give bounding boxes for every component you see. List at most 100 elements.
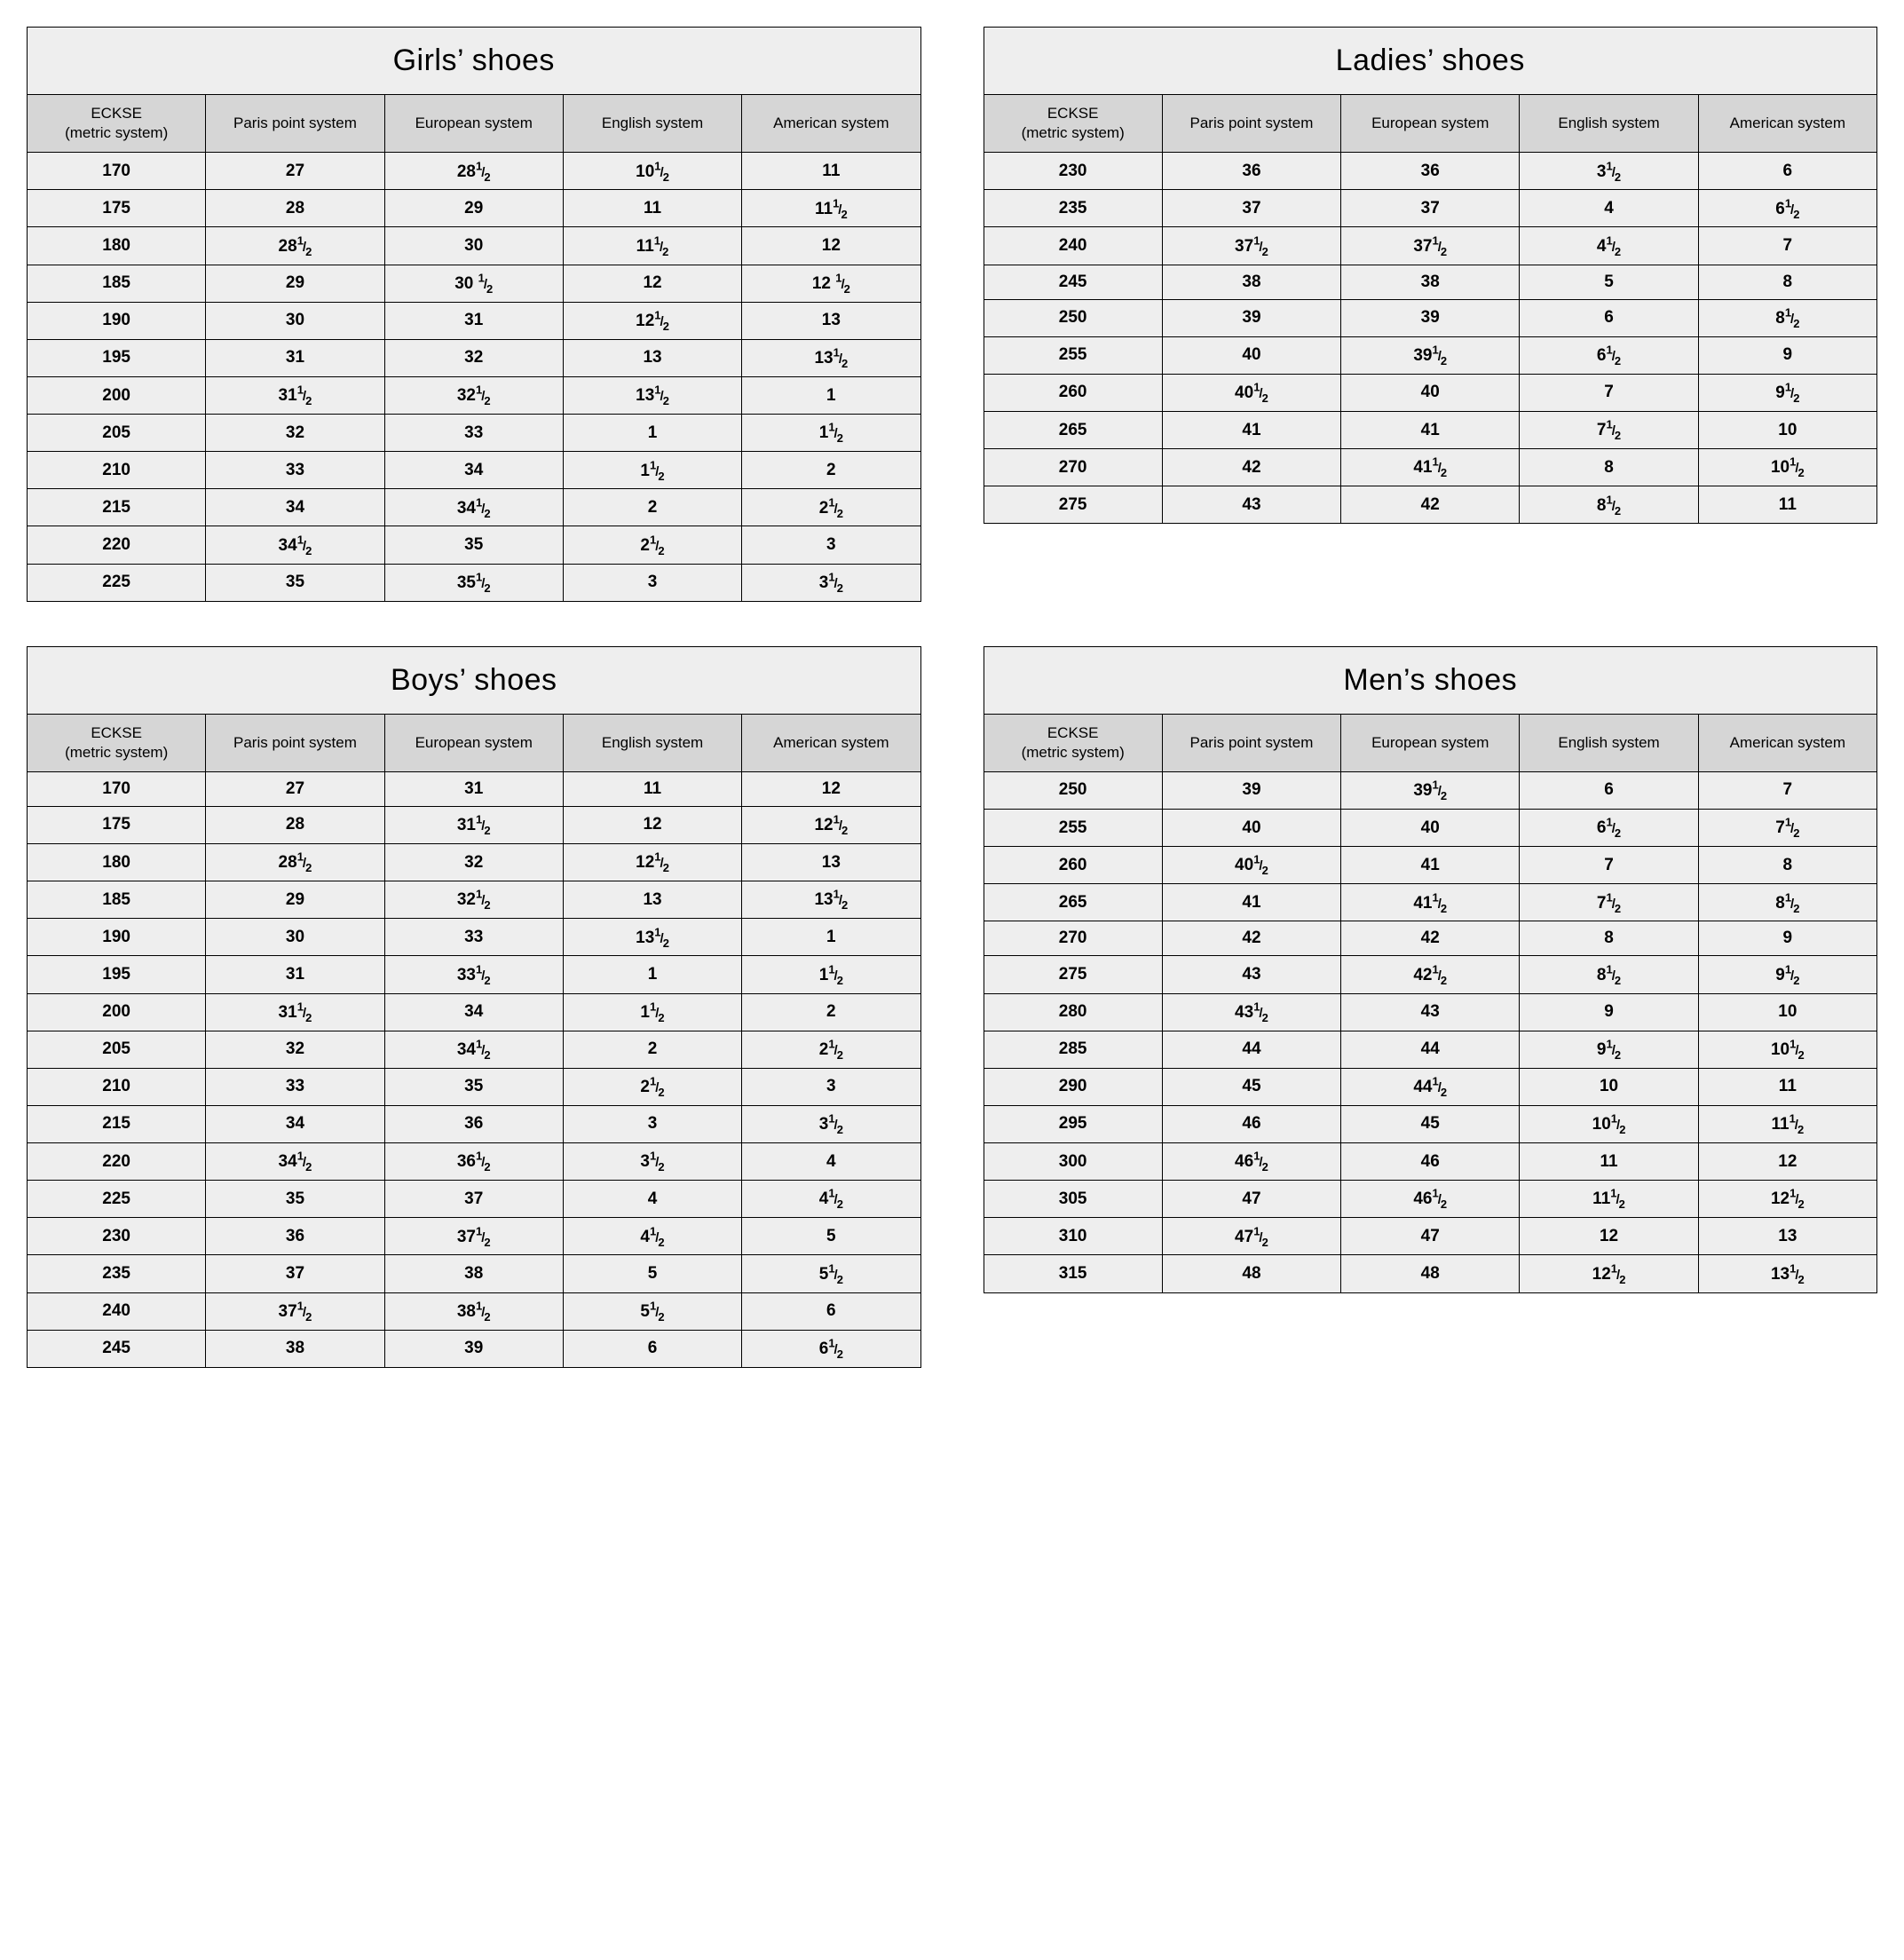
table-cell: 11: [1698, 1068, 1876, 1105]
table-cell: 3: [563, 564, 741, 601]
table-cell: 29: [206, 881, 384, 919]
table-cell: 31: [206, 956, 384, 993]
table-cell: 441/2: [1341, 1068, 1520, 1105]
table-cell: 250: [984, 771, 1162, 809]
table-cell: 311/2: [206, 376, 384, 414]
table-cell: 13: [742, 302, 920, 339]
column-header: European system: [1341, 714, 1520, 771]
table-cell: 33: [384, 919, 563, 956]
table-cell: 411/2: [1341, 884, 1520, 921]
size-table: Girls’ shoesECKSE(metric system)Paris po…: [27, 27, 921, 602]
table-cell: 41/2: [1520, 227, 1698, 265]
table-cell: 30: [206, 302, 384, 339]
table-cell: 81/2: [1520, 486, 1698, 524]
table-cell: 71/2: [1520, 411, 1698, 448]
table-cell: 6: [742, 1292, 920, 1330]
table-cell: 121/2: [1520, 1255, 1698, 1292]
table-row: 240371/2371/241/27: [984, 227, 1877, 265]
table-cell: 81/2: [1520, 956, 1698, 993]
table-cell: 35: [384, 526, 563, 564]
table-cell: 245: [984, 265, 1162, 299]
table-cell: 30: [384, 227, 563, 265]
table-row: 285444491/2101/2: [984, 1031, 1877, 1068]
table-cell: 12: [563, 265, 741, 302]
table-cell: 2: [742, 993, 920, 1031]
table-row: 2503939681/2: [984, 299, 1877, 336]
table-cell: 31/2: [742, 1105, 920, 1142]
table-cell: 461/2: [1341, 1181, 1520, 1218]
table-cell: 121/2: [742, 806, 920, 843]
table-cell: 9: [1698, 921, 1876, 956]
table-cell: 431/2: [1162, 993, 1340, 1031]
table-cell: 131/2: [563, 919, 741, 956]
table-row: 260401/240791/2: [984, 374, 1877, 411]
table-row: 19531331/2111/2: [28, 956, 921, 993]
table-cell: 10: [1520, 1068, 1698, 1105]
table-cell: 9: [1520, 993, 1698, 1031]
table-cell: 265: [984, 884, 1162, 921]
column-header: Paris point system: [1162, 714, 1340, 771]
table-cell: 371/2: [384, 1218, 563, 1255]
table-cell: 111/2: [1698, 1105, 1876, 1142]
table-cell: 38: [1162, 265, 1340, 299]
table-cell: 240: [28, 1292, 206, 1330]
table-row: 17027311112: [28, 771, 921, 806]
table-cell: 255: [984, 336, 1162, 374]
table-row: 26541411/271/281/2: [984, 884, 1877, 921]
table-cell: 40: [1162, 336, 1340, 374]
table-cell: 8: [1698, 847, 1876, 884]
table-cell: 71/2: [1520, 884, 1698, 921]
table-row: 210333521/23: [28, 1068, 921, 1105]
table-cell: 39: [1341, 299, 1520, 336]
table-cell: 270: [984, 449, 1162, 486]
table-cell: 185: [28, 265, 206, 302]
table-row: 270424289: [984, 921, 1877, 956]
table-cell: 101/2: [563, 153, 741, 190]
table-row: 2353737461/2: [984, 190, 1877, 227]
table-cell: 11/2: [742, 956, 920, 993]
table-cell: 35: [206, 1181, 384, 1218]
table-cell: 170: [28, 771, 206, 806]
table-row: 17027281/2101/211: [28, 153, 921, 190]
table-cell: 205: [28, 415, 206, 452]
table-cell: 33: [384, 415, 563, 452]
table-cell: 12: [1520, 1218, 1698, 1255]
table-cell: 38: [1341, 265, 1520, 299]
table-row: 210333411/22: [28, 452, 921, 489]
size-table: Men’s shoesECKSE(metric system)Paris poi…: [984, 646, 1878, 1293]
table-cell: 32: [384, 844, 563, 881]
table-row: 265414171/210: [984, 411, 1877, 448]
table-row: 27543421/281/291/2: [984, 956, 1877, 993]
table-cell: 321/2: [384, 881, 563, 919]
table-cell: 61/2: [742, 1330, 920, 1367]
table-cell: 1: [563, 956, 741, 993]
table-cell: 12: [563, 806, 741, 843]
table-cell: 6: [1520, 299, 1698, 336]
table-cell: 41: [1162, 884, 1340, 921]
table-cell: 13: [563, 881, 741, 919]
table-cell: 101/2: [1520, 1105, 1698, 1142]
table-cell: 42: [1162, 921, 1340, 956]
table-cell: 101/2: [1698, 449, 1876, 486]
table-cell: 21/2: [563, 526, 741, 564]
table-cell: 36: [1341, 153, 1520, 190]
table-cell: 71/2: [1698, 810, 1876, 847]
table-cell: 3: [742, 1068, 920, 1105]
table-cell: 37: [384, 1181, 563, 1218]
table-cell: 341/2: [384, 489, 563, 526]
column-header: ECKSE(metric system): [984, 95, 1162, 153]
table-cell: 215: [28, 1105, 206, 1142]
table-cell: 371/2: [1162, 227, 1340, 265]
table-cell: 36: [206, 1218, 384, 1255]
table-cell: 30: [206, 919, 384, 956]
table-cell: 37: [1341, 190, 1520, 227]
table-row: 300461/2461112: [984, 1143, 1877, 1181]
table-cell: 180: [28, 844, 206, 881]
table-cell: 411/2: [1341, 449, 1520, 486]
table-row: 2954645101/2111/2: [984, 1105, 1877, 1142]
table-cell: 175: [28, 190, 206, 227]
table-row: 180281/230111/212: [28, 227, 921, 265]
table-cell: 43: [1162, 956, 1340, 993]
table-cell: 5: [742, 1218, 920, 1255]
table-cell: 10: [1698, 993, 1876, 1031]
